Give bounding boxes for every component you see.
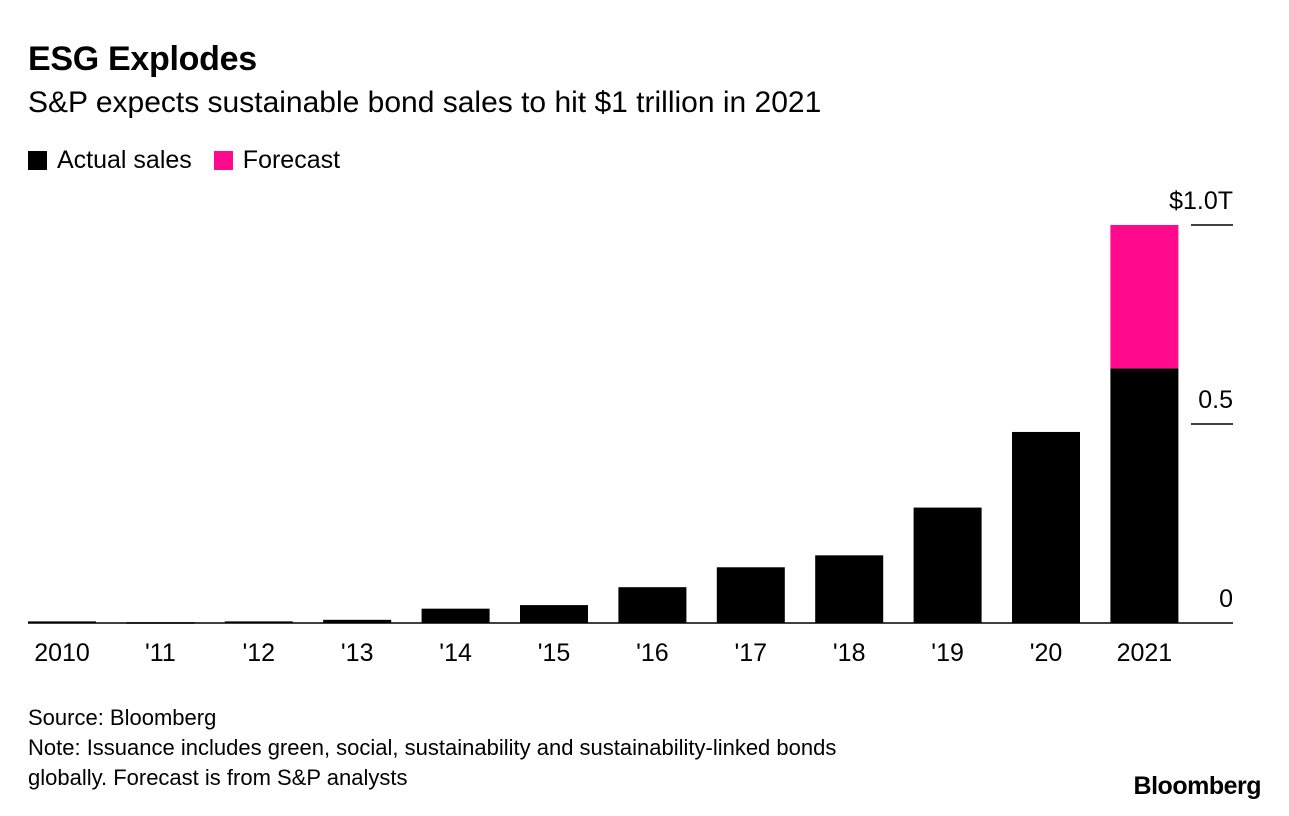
footer-notes: Source: Bloomberg Note: Issuance include… bbox=[28, 703, 836, 793]
legend-label-forecast: Forecast bbox=[242, 146, 341, 174]
legend-swatch-actual bbox=[28, 151, 47, 170]
x-tick-label-2: '12 bbox=[243, 639, 276, 667]
bar-actual-4 bbox=[421, 608, 490, 623]
bar-actual-2 bbox=[224, 621, 293, 623]
bar-actual-6 bbox=[618, 587, 687, 623]
bar-forecast-11 bbox=[1110, 225, 1179, 369]
x-tick-label-10: '20 bbox=[1030, 639, 1063, 667]
legend-label-actual: Actual sales bbox=[57, 146, 192, 174]
y-tick-label-1: 0.5 bbox=[1198, 386, 1233, 414]
x-tick-label-6: '16 bbox=[636, 639, 669, 667]
bar-actual-10 bbox=[1012, 431, 1080, 623]
source-text: Source: Bloomberg bbox=[28, 705, 217, 730]
legend-item-actual: Actual sales bbox=[28, 146, 192, 175]
bar-actual-11 bbox=[1110, 368, 1179, 623]
legend-item-forecast: Forecast bbox=[213, 146, 341, 175]
x-tick-label-9: '19 bbox=[931, 639, 964, 667]
bar-actual-0 bbox=[28, 621, 96, 623]
x-tick-label-11: 2021 bbox=[1117, 639, 1173, 667]
x-tick-label-3: '13 bbox=[341, 639, 374, 667]
note-line-1: Note: Issuance includes green, social, s… bbox=[28, 735, 837, 760]
y-tick-label-0: $1.0T bbox=[1169, 187, 1233, 215]
bar-actual-8 bbox=[815, 555, 884, 623]
bar-actual-3 bbox=[323, 619, 392, 623]
bloomberg-logo: Bloomberg bbox=[1133, 772, 1262, 800]
bar-actual-7 bbox=[716, 567, 785, 623]
chart-subtitle: S&P expects sustainable bond sales to hi… bbox=[28, 86, 822, 119]
chart-title: ESG Explodes bbox=[28, 40, 257, 78]
x-tick-label-1: '11 bbox=[145, 639, 176, 667]
legend-swatch-forecast bbox=[213, 151, 233, 170]
x-tick-label-5: '15 bbox=[538, 639, 571, 667]
bar-chart: 2010 '11 '12 '13 '14 '15 '16 '17 '18 '19 '20 2021 $1… bbox=[28, 187, 1233, 667]
x-tick-label-8: '18 bbox=[833, 639, 866, 667]
note-line-2: globally. Forecast is from S&P analysts bbox=[28, 765, 408, 790]
bar-actual-5 bbox=[520, 605, 588, 623]
legend: Actual sales Forecast bbox=[28, 146, 362, 175]
x-tick-label-4: '14 bbox=[439, 639, 472, 667]
y-tick-label-2: 0 bbox=[1219, 585, 1233, 613]
x-tick-label-7: '17 bbox=[735, 639, 768, 667]
bar-actual-9 bbox=[913, 507, 982, 623]
x-tick-label-0: 2010 bbox=[34, 639, 90, 667]
